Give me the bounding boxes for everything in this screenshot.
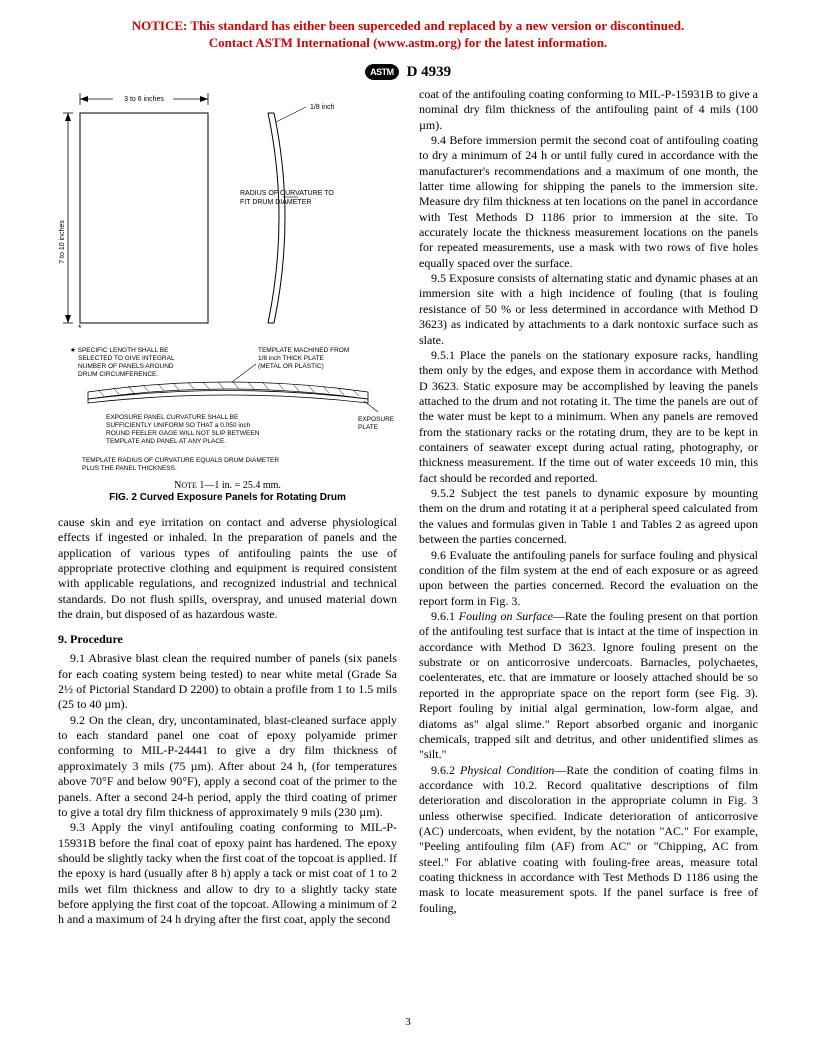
doc-header: ASTM D 4939 xyxy=(0,56,816,87)
fig-label-exposure-curve: EXPOSURE PANEL CURVATURE SHALL BE SUFFIC… xyxy=(106,414,261,445)
fig-dim-top: 3 to 6 inches xyxy=(124,96,164,103)
notice-banner: NOTICE: This standard has either been su… xyxy=(0,0,816,56)
para-9-1: 9.1 Abrasive blast clean the required nu… xyxy=(58,651,397,712)
para-9-4: 9.4 Before immersion permit the second c… xyxy=(419,133,758,271)
fig-label-radius-eq: TEMPLATE RADIUS OF CURVATURE EQUALS DRUM… xyxy=(82,457,281,472)
para-9-6-1: 9.6.1 Fouling on Surface—Rate the foulin… xyxy=(419,609,758,763)
para-9-5-2: 9.5.2 Subject the test panels to dynamic… xyxy=(419,486,758,547)
svg-text:*: * xyxy=(78,323,82,333)
astm-logo: ASTM xyxy=(365,64,399,80)
figure-note: NOTE 1—1 in. = 25.4 mm. xyxy=(58,480,397,491)
fig-label-exposure-plate: EXPOSUREPLATE xyxy=(358,416,395,431)
notice-line-2: Contact ASTM International (www.astm.org… xyxy=(209,35,607,50)
para-9-5-1: 9.5.1 Place the panels on the stationary… xyxy=(419,348,758,486)
figure-2: 3 to 6 inches 7 to 10 inches * 1 xyxy=(58,87,397,503)
notice-line-1: NOTICE: This standard has either been su… xyxy=(132,18,684,33)
para-9-3: 9.3 Apply the vinyl antifouling coating … xyxy=(58,820,397,928)
section-9-title: 9. Procedure xyxy=(58,632,397,647)
doc-id: D 4939 xyxy=(407,64,452,80)
fig-bullet-left: ★ SPECIFIC LENGTH SHALL BE SELECTED TO G… xyxy=(70,346,176,378)
left-column: 3 to 6 inches 7 to 10 inches * 1 xyxy=(58,87,397,928)
page-number: 3 xyxy=(0,1016,816,1028)
para-9-6: 9.6 Evaluate the antifouling panels for … xyxy=(419,548,758,609)
fig-label-template: TEMPLATE MACHINED FROM 1/8 inch THICK PL… xyxy=(258,347,351,370)
right-column: coat of the antifouling coating conformi… xyxy=(419,87,758,928)
fig-dim-side: 7 to 10 inches xyxy=(59,219,66,263)
fig-label-inch: 1/8 inch xyxy=(310,104,335,111)
para-9-6-2: 9.6.2 Physical Condition—Rate the condit… xyxy=(419,763,758,917)
para-9-2: 9.2 On the clean, dry, uncontaminated, b… xyxy=(58,713,397,821)
para-9-5: 9.5 Exposure consists of alternating sta… xyxy=(419,271,758,348)
para-continuation: cause skin and eye irritation on contact… xyxy=(58,515,397,623)
para-col2-cont: coat of the antifouling coating conformi… xyxy=(419,87,758,133)
figure-caption: FIG. 2 Curved Exposure Panels for Rotati… xyxy=(58,492,397,503)
